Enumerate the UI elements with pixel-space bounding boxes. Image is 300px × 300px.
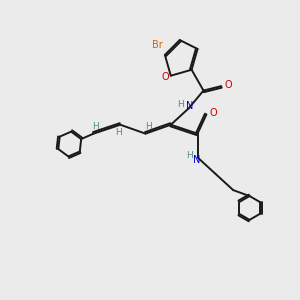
Text: N: N xyxy=(185,101,193,111)
Text: H: H xyxy=(145,122,152,131)
Text: H: H xyxy=(177,100,184,109)
Text: O: O xyxy=(209,108,217,118)
Text: N: N xyxy=(193,155,201,165)
Text: O: O xyxy=(224,80,232,90)
Text: H: H xyxy=(186,152,193,160)
Text: O: O xyxy=(162,72,169,82)
Text: Br: Br xyxy=(152,40,163,50)
Text: H: H xyxy=(116,128,122,137)
Text: H: H xyxy=(92,122,98,131)
